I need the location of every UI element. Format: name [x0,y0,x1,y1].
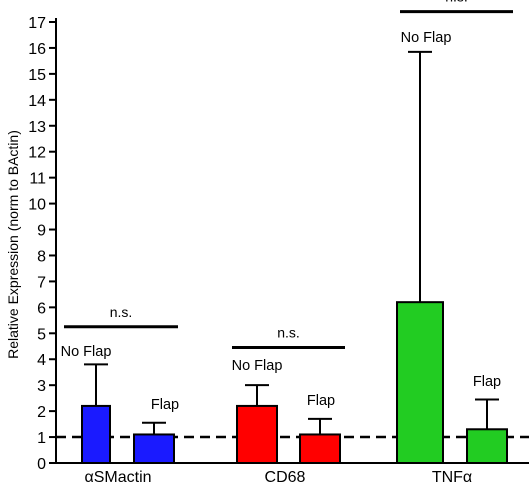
bar-label: Flap [307,393,335,409]
bar [81,404,111,464]
bar [466,428,508,464]
bar-label: Flap [473,374,501,390]
y-tick-label: 2 [37,404,46,421]
y-tick-label: 12 [28,145,46,162]
significance-label: n.s. [445,0,468,5]
y-tick-label: 17 [28,15,46,32]
bar-label: Flap [151,397,179,413]
bar [396,301,444,464]
y-tick-label: 14 [28,93,46,110]
bar [299,433,341,464]
y-tick-label: 10 [28,197,46,214]
significance-label: n.s. [277,325,300,341]
y-tick-label: 3 [37,378,46,395]
bar [236,404,278,464]
y-tick-label: 6 [37,300,46,317]
y-axis-title: Relative Expression (norm to BActin) [5,130,21,359]
y-tick-label: 0 [37,456,46,473]
category-label: TNFα [432,469,472,485]
bar [133,433,175,464]
y-tick-label: 5 [37,326,46,343]
y-tick-label: 16 [28,41,46,58]
category-label: αSMactin [84,469,151,485]
y-tick-label: 4 [37,352,46,369]
category-label: CD68 [265,469,306,485]
significance-label: n.s. [110,304,133,320]
y-tick-label: 13 [28,119,46,136]
bar-label: No Flap [232,358,283,374]
y-tick-label: 15 [28,67,46,84]
bar-label: No Flap [401,30,452,46]
y-tick-label: 11 [29,171,46,188]
bar-label: No Flap [61,344,112,360]
y-tick-label: 7 [37,274,46,291]
y-tick-label: 1 [37,430,46,447]
y-tick-label: 8 [37,248,46,265]
y-tick-label: 9 [37,223,46,240]
